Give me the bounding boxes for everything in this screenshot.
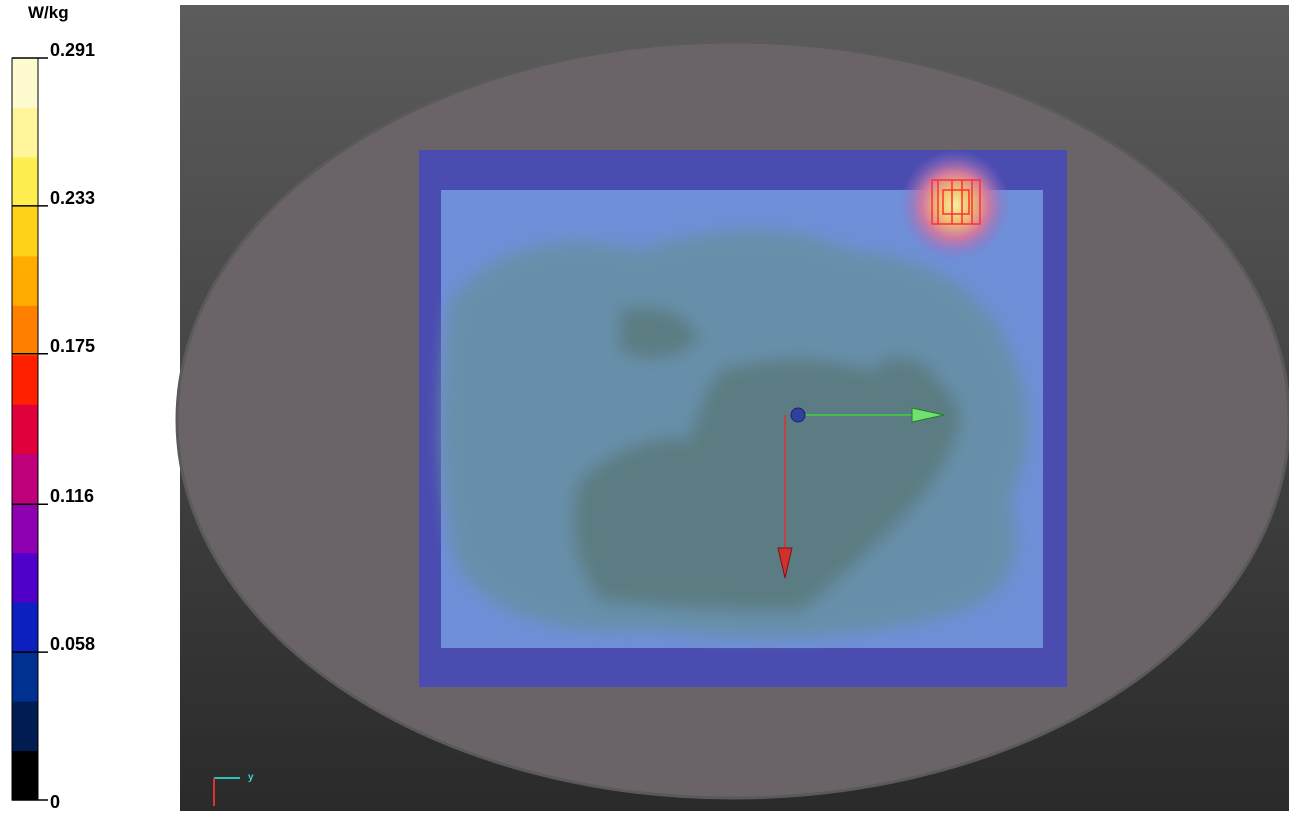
color-band (12, 255, 38, 306)
tick-label: 0.175 (50, 336, 95, 356)
color-band (12, 453, 38, 504)
color-band (12, 156, 38, 207)
axes-gizmo (777, 407, 945, 579)
color-band (12, 701, 38, 752)
measurement-grid (931, 179, 981, 225)
color-band (12, 354, 38, 405)
color-band (12, 750, 38, 801)
colorbar-unit: W/kg (28, 3, 69, 22)
color-band (12, 503, 38, 554)
color-band (12, 602, 38, 653)
color-band (12, 552, 38, 603)
color-band (12, 651, 38, 702)
tick-label: 0.058 (50, 634, 95, 654)
tick-label: 0.233 (50, 188, 95, 208)
color-band (12, 58, 38, 108)
tick-label: 0.291 (50, 40, 95, 60)
color-band (12, 206, 38, 257)
tick-label: 0 (50, 792, 60, 811)
viewport: y (175, 5, 1289, 811)
color-band (12, 404, 38, 455)
colorbar: W/kg 0.291 0.233 0.175 0.116 0.058 0 (11, 3, 95, 812)
axis-label: y (248, 772, 254, 783)
tick-label: 0.116 (50, 486, 94, 506)
color-band (12, 305, 38, 356)
orientation-axes: y (213, 772, 254, 806)
color-band (12, 107, 38, 158)
